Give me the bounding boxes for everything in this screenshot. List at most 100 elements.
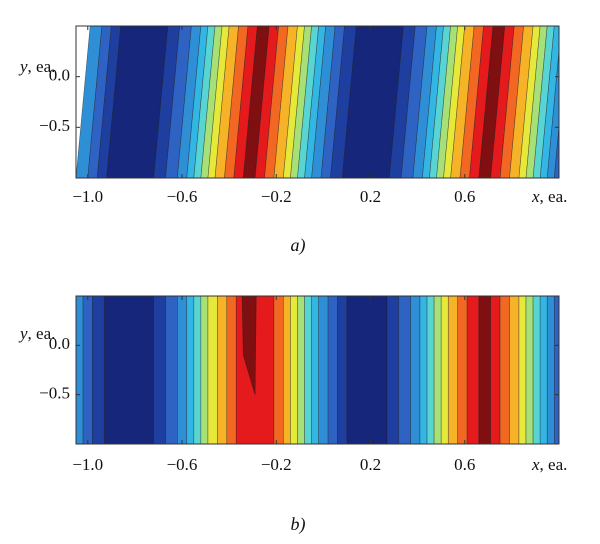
panel-b-caption: b) [291,514,306,535]
panel-a-contour-band [214,26,239,178]
panel-a-contour-band [186,26,209,178]
panel-b-contour-band [518,296,527,444]
panel-b-x-tick-label: 0.2 [360,455,381,474]
panel-a-x-var: x [531,187,540,206]
panel-b-contour-band [466,296,480,444]
panel-a-contour-band [87,26,112,178]
panel-a-x-tick-label: −0.6 [167,187,198,206]
panel-b-y-tick-label: −0.5 [39,384,70,403]
panel-a-contour-band [546,48,559,178]
panel-b-y-axis-label: y, ea. [18,324,55,343]
panel-b-contour-band [283,296,291,444]
panel-b-contour-band [327,296,338,444]
panel-b-contour-band [217,296,228,444]
panel-a-x-unit: , ea. [540,187,568,206]
panel-a-contour-band [76,26,103,178]
panel-a-contour-band [469,26,494,178]
panel-a-contour-band [200,26,223,178]
panel-a-contour-band [273,26,298,178]
panel-b-plot-frame [75,295,560,445]
panel-a-contour-band [532,26,555,178]
panel-b-x-tick-label: −0.6 [167,455,198,474]
panel-a-contour-band [490,26,515,178]
panel-a-contour-band [422,26,444,178]
panel-a-y-ticks: 0.0 −0.5 [39,66,559,135]
panel-b-contour-band [440,296,449,444]
panel-a-contour-band [311,26,336,178]
panel-a-plot-area [76,26,559,178]
panel-a-contour-band [518,26,541,178]
panel-a-contour-band [304,26,327,178]
panel-b-contour-band [509,296,520,444]
panel-a-y-var: y [18,57,28,76]
panel-a-x-ticks: −1.0 −0.6 −0.2 0.2 0.6 [72,26,475,206]
panel-b-contour-band [82,296,93,444]
panel-a-contour-band [242,26,270,178]
panel-a-contour-band [297,26,319,178]
panel-a-contour-band [539,26,559,178]
panel-a-contour-band [224,26,249,178]
panel-a-contour-band [254,26,279,178]
panel-b-contour-band [290,296,298,444]
panel-a-contour-band [478,26,506,178]
panel-b-contour-band [207,296,218,444]
panel-b-contour-band [539,296,548,444]
panel-a-contour-band [106,26,169,178]
panel-b-contour-band [419,296,428,444]
panel-b-x-tick-label: −1.0 [72,455,103,474]
panel-a-x-tick-label: −0.2 [261,187,292,206]
panel-a-contour-band [283,26,305,178]
panel-b-contour-band [273,296,284,444]
panel-b-x-tick-label: −0.2 [261,455,292,474]
panel-b-contour-band [499,296,510,444]
panel-b-contour-band [525,296,534,444]
panel-b-contour-band [457,296,468,444]
panel-a-contour-band [341,26,404,178]
panel-a-x-tick-label: 0.6 [454,187,475,206]
panel-a-contour-band [165,26,192,178]
panel-b-contour-band [386,296,400,444]
panel-b-contour-band [76,296,84,444]
panel-b-y-tick-label: 0.0 [49,334,70,353]
panel-a-contour-band [233,26,258,178]
panel-b-contour-band [426,296,435,444]
panel-a-contour-band [207,26,230,178]
panel-a-y-unit: , ea. [28,57,56,76]
panel-b-contour-band [311,296,319,444]
panel-b-contour-band [186,296,195,444]
panel-b-y-ticks: 0.0 −0.5 [39,334,559,403]
panel-b-x-tick-label: 0.6 [454,455,475,474]
panel-b-contour-band [153,296,166,444]
panel-b-plot-area [76,296,559,444]
panel-a-contour-band [412,26,437,178]
panel-a-contour-band [459,26,484,178]
panel-a-contour-band [389,26,416,178]
panel-b-contour-band [478,296,491,444]
panel-b-contour-band [346,296,388,444]
panel-a-contour-band [177,26,202,178]
panel-b-contour-band [103,296,155,444]
panel-a-contour-band [429,26,451,178]
panel-b-contour-band [177,296,188,444]
panel-a-contour-band [436,26,458,178]
panel-b-contour-band [546,296,555,444]
panel-b-contour-band [398,296,411,444]
panel-a-contour-band [264,26,289,178]
panel-b-contour-band [193,296,202,444]
panel-a-contour-band [96,26,122,178]
panel-b-contour-band [318,296,329,444]
panel-a-contour-band [330,26,357,178]
panel-b-contour-band [297,296,305,444]
panel-b: −1.0 −0.6 −0.2 0.2 0.6 0.0 −0.5 y, ea. x , ea.… [18,295,567,535]
panel-b-y-unit: , ea. [28,324,56,343]
panel-a-plot-frame [75,25,560,179]
panel-b-contour-band [165,296,178,444]
panel-a-y-axis-label: y, ea. [18,57,55,76]
panel-a-x-tick-label: 0.2 [360,187,381,206]
panel-b-x-ticks: −1.0 −0.6 −0.2 0.2 0.6 [72,296,475,474]
panel-b-x-var: x [531,455,540,474]
panel-a-contour-band [499,26,524,178]
panel-a-x-axis-label: x, ea. [531,187,567,206]
panel-a-caption: a) [291,235,306,256]
